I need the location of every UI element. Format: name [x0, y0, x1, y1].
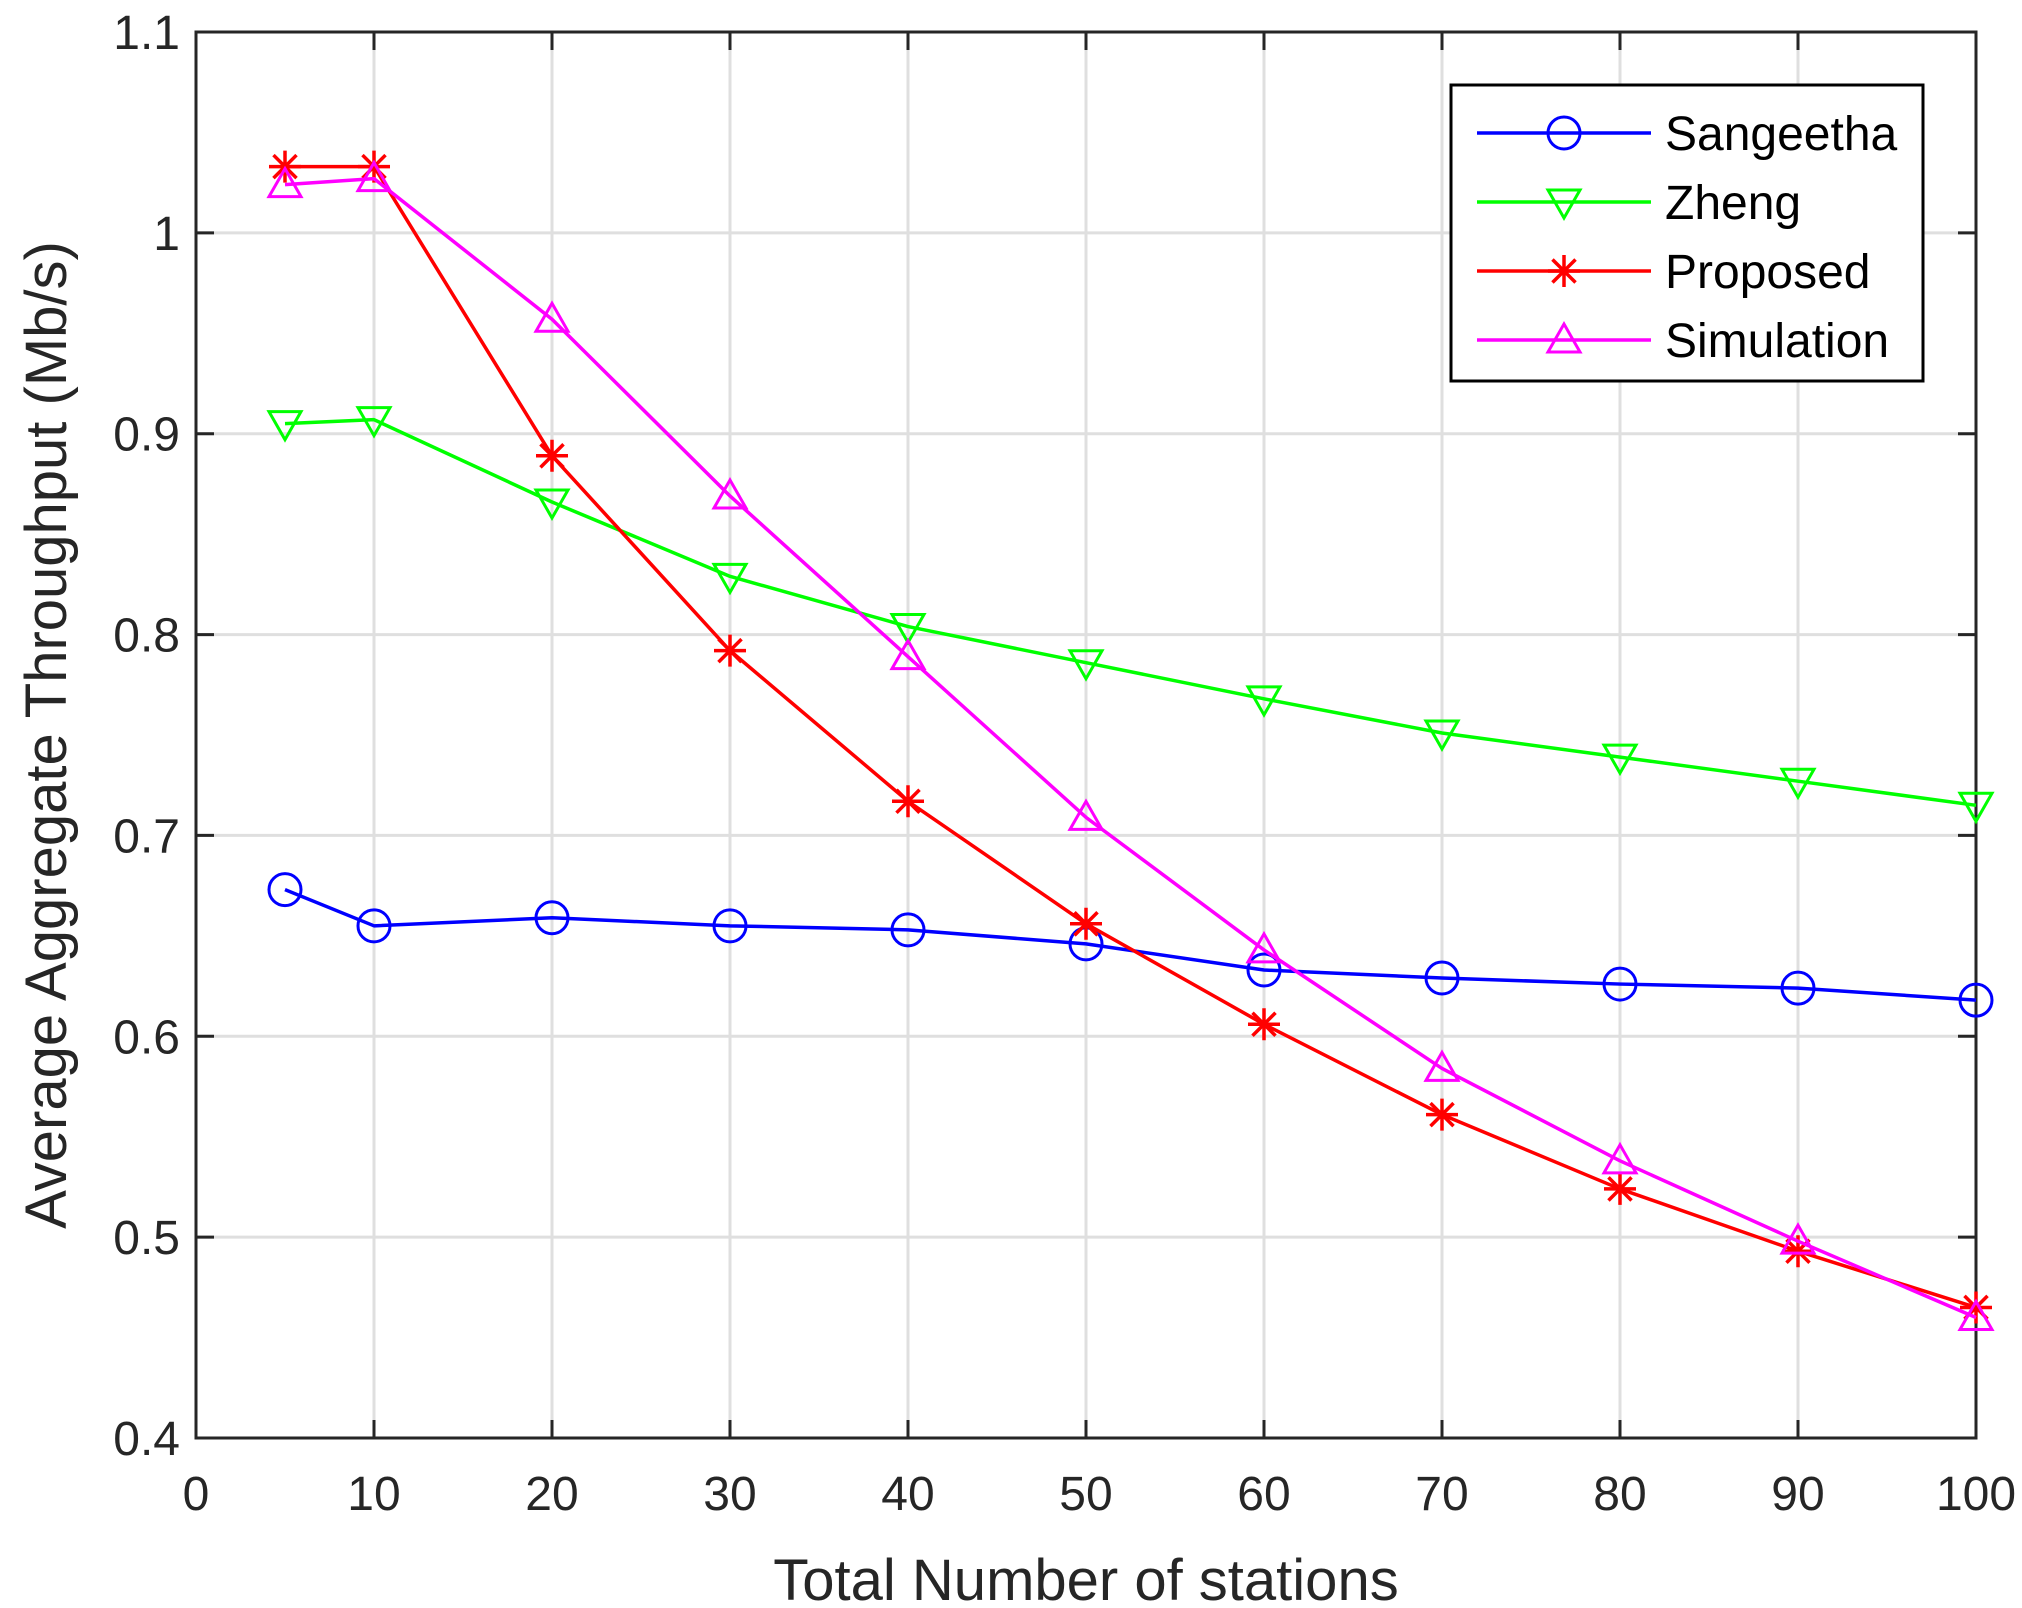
data-point-sangeetha: [1602, 966, 1638, 1002]
data-point-sangeetha: [1958, 982, 1994, 1018]
data-point-zheng: [1245, 685, 1283, 718]
data-point-simulation: [1957, 1298, 1995, 1331]
legend-label-zheng: Zheng: [1665, 177, 1801, 230]
x-tick-label: 80: [1593, 1468, 1646, 1521]
series-line-sangeetha: [284, 888, 1977, 1002]
y-axis: 0.4 0.5 0.6 0.7 0.8 0.9 1 1.1: [113, 7, 1976, 1466]
data-point-simulation: [1601, 1141, 1639, 1175]
data-point-simulation: [266, 165, 304, 199]
data-point-proposed: [1248, 1008, 1280, 1041]
legend-marker-proposed: [1548, 255, 1580, 287]
legend-marker-zheng: [1545, 188, 1583, 222]
x-tick-label: 70: [1415, 1468, 1468, 1521]
data-point-simulation: [1779, 1222, 1817, 1255]
data-point-sangeetha: [890, 912, 926, 948]
data-point-proposed: [1782, 1235, 1814, 1268]
data-point-proposed: [358, 150, 390, 183]
data-point-simulation: [533, 300, 571, 333]
x-axis-title: Total Number of stations: [773, 1548, 1398, 1608]
y-tick-label: 0.8: [113, 610, 180, 663]
data-point-simulation: [1423, 1049, 1461, 1082]
legend-item-proposed: Proposed: [1477, 246, 1870, 299]
legend-label-sangeetha: Sangeetha: [1665, 108, 1898, 161]
y-tick-label: 0.9: [113, 409, 180, 462]
y-tick-label: 0.6: [113, 1011, 180, 1064]
data-point-zheng: [1779, 767, 1817, 801]
y-tick-label: 0.7: [113, 810, 180, 863]
x-tick-label: 40: [881, 1468, 934, 1521]
legend-label-simulation: Simulation: [1665, 315, 1889, 368]
y-tick-label: 1.1: [113, 7, 180, 60]
data-point-zheng: [1067, 649, 1105, 682]
data-point-simulation: [711, 476, 749, 510]
y-tick-label: 1: [153, 208, 180, 261]
legend-item-sangeetha: Sangeetha: [1477, 108, 1898, 161]
data-point-sangeetha: [1424, 960, 1460, 996]
x-axis: 0 10 20 30 40 50 60 70 80 90 100: [183, 32, 2016, 1521]
x-tick-label: 10: [347, 1468, 400, 1521]
series-layer: [266, 150, 1995, 1331]
y-tick-label: 0.4: [113, 1413, 180, 1466]
data-point-sangeetha: [356, 908, 392, 944]
data-point-proposed: [1070, 907, 1102, 940]
y-axis-title: Average Aggregate Throughput (Mb/s): [14, 241, 79, 1229]
legend-label-proposed: Proposed: [1665, 246, 1870, 299]
data-point-zheng: [1423, 719, 1461, 753]
data-point-zheng: [711, 562, 749, 596]
data-point-proposed: [714, 634, 746, 667]
x-tick-label: 90: [1771, 1468, 1824, 1521]
data-point-simulation: [1245, 930, 1283, 964]
series-zheng: [266, 406, 1995, 825]
legend-marker-sangeetha: [1546, 115, 1582, 151]
data-point-zheng: [533, 488, 571, 522]
data-point-simulation: [355, 159, 393, 193]
legend-item-simulation: Simulation: [1477, 315, 1889, 368]
x-tick-label: 20: [525, 1468, 578, 1521]
data-point-zheng: [355, 406, 393, 439]
data-point-proposed: [892, 785, 924, 818]
series-sangeetha: [267, 872, 1994, 1018]
legend: Sangeetha Zheng Proposed Simulation: [1449, 83, 1925, 383]
data-point-proposed: [1960, 1291, 1992, 1324]
series-line-zheng: [284, 417, 1977, 808]
y-tick-label: 0.5: [113, 1212, 180, 1265]
data-point-zheng: [1601, 743, 1639, 777]
x-tick-label: 30: [703, 1468, 756, 1521]
series-simulation: [266, 159, 1995, 1331]
legend-marker-simulation: [1545, 320, 1583, 354]
data-point-simulation: [1067, 798, 1105, 831]
data-point-sangeetha: [1780, 970, 1816, 1006]
data-point-proposed: [1604, 1172, 1636, 1205]
x-tick-label: 0: [183, 1468, 210, 1521]
data-point-simulation: [889, 637, 927, 671]
data-point-sangeetha: [1246, 952, 1282, 988]
x-tick-label: 100: [1936, 1468, 2016, 1521]
x-tick-label: 60: [1237, 1468, 1290, 1521]
data-point-zheng: [1957, 791, 1995, 825]
data-point-sangeetha: [267, 872, 303, 908]
data-point-proposed: [536, 439, 568, 472]
x-tick-label: 50: [1059, 1468, 1112, 1521]
series-line-simulation: [284, 176, 1977, 1320]
data-point-sangeetha: [534, 900, 570, 936]
data-point-zheng: [889, 613, 927, 646]
data-point-sangeetha: [712, 908, 748, 944]
data-point-zheng: [266, 410, 304, 443]
data-point-proposed: [1426, 1098, 1458, 1131]
legend-item-zheng: Zheng: [1477, 177, 1801, 230]
